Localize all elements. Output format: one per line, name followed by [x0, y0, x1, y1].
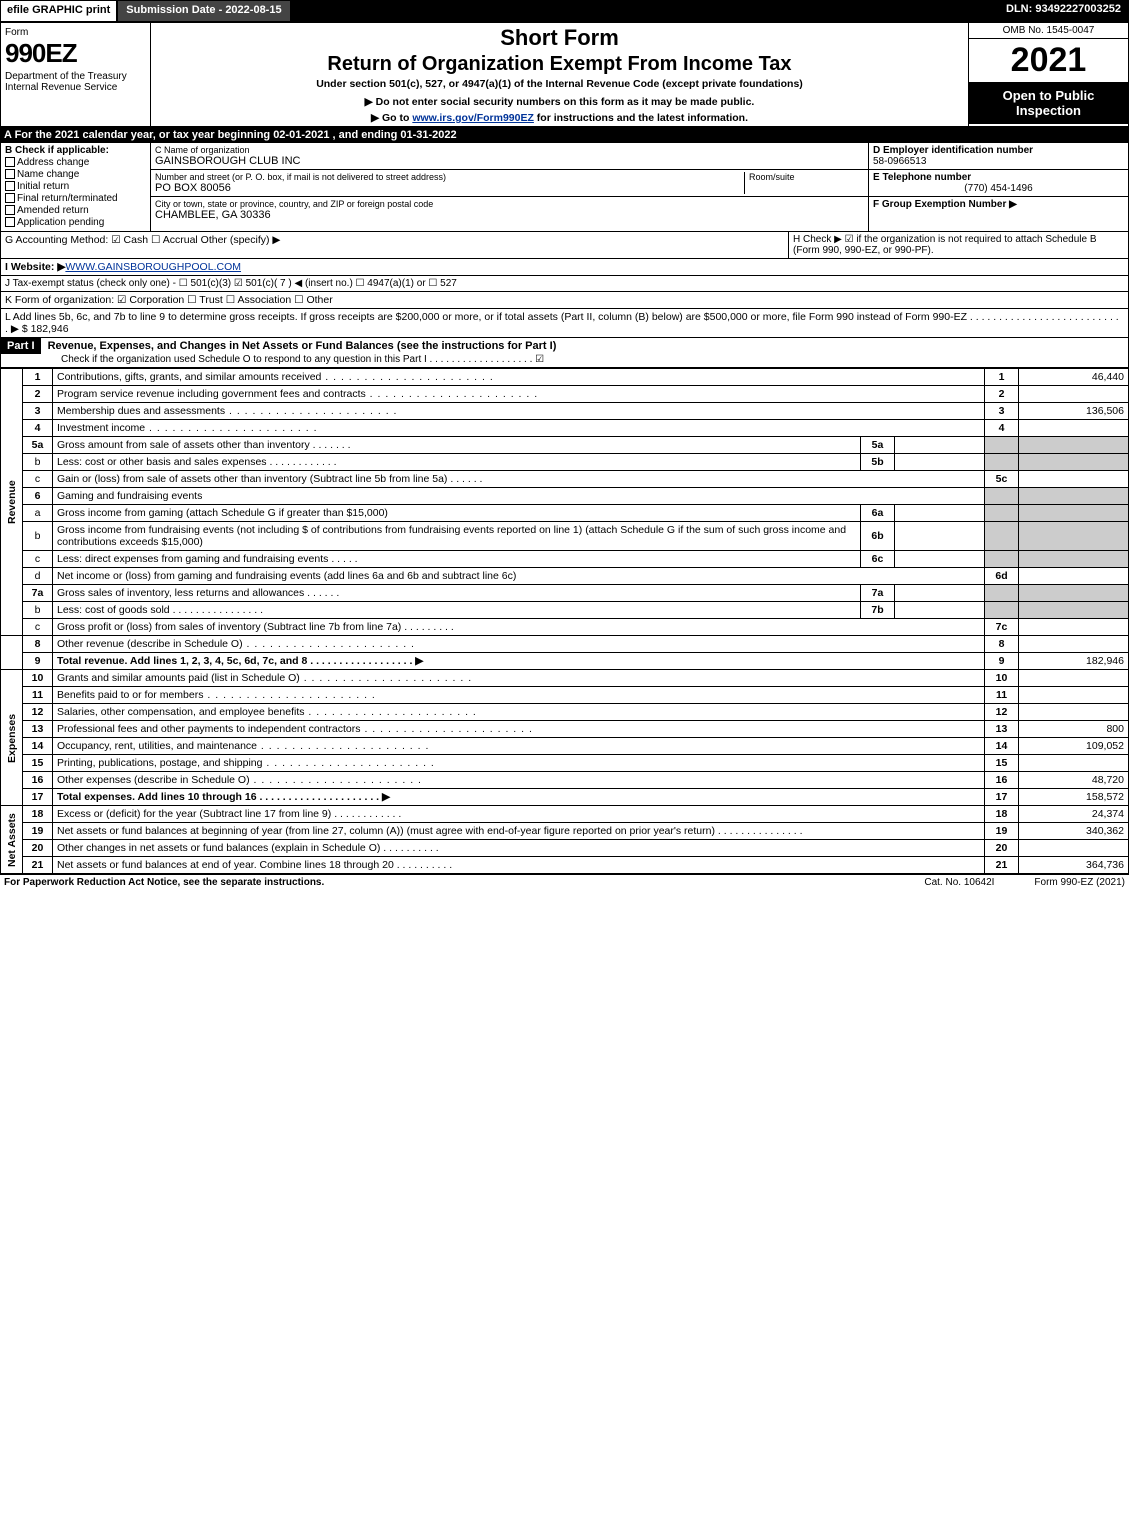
- line-6b: Gross income from fundraising events (no…: [53, 522, 861, 551]
- chk-name[interactable]: Name change: [5, 169, 146, 180]
- c-city-label: City or town, state or province, country…: [155, 199, 864, 209]
- org-address: PO BOX 80056: [155, 182, 744, 194]
- chk-initial[interactable]: Initial return: [5, 181, 146, 192]
- line-5c: Gain or (loss) from sale of assets other…: [53, 471, 985, 488]
- submission-date: Submission Date - 2022-08-15: [117, 0, 290, 22]
- line-6: Gaming and fundraising events: [53, 488, 985, 505]
- line-a: A For the 2021 calendar year, or tax yea…: [0, 127, 1129, 143]
- line-4: Investment income: [53, 420, 985, 437]
- val-1: 46,440: [1019, 369, 1129, 386]
- line-15: Printing, publications, postage, and shi…: [53, 755, 985, 772]
- line-13: Professional fees and other payments to …: [53, 721, 985, 738]
- phone: (770) 454-1496: [873, 183, 1124, 194]
- line-5b: Less: cost or other basis and sales expe…: [53, 454, 861, 471]
- line-1: Contributions, gifts, grants, and simila…: [53, 369, 985, 386]
- side-net: Net Assets: [1, 806, 23, 874]
- line-3: Membership dues and assessments: [53, 403, 985, 420]
- lines-table: Revenue 1Contributions, gifts, grants, a…: [0, 368, 1129, 874]
- dept-label: Department of the Treasury Internal Reve…: [5, 71, 146, 93]
- part1-bar: Part I: [1, 338, 41, 354]
- org-city: CHAMBLEE, GA 30336: [155, 209, 864, 221]
- d-label: D Employer identification number: [873, 145, 1033, 156]
- line-h: H Check ▶ ☑ if the organization is not r…: [788, 232, 1128, 258]
- part1-title: Revenue, Expenses, and Changes in Net As…: [44, 338, 561, 354]
- b-label: B Check if applicable:: [5, 145, 146, 156]
- line-16: Other expenses (describe in Schedule O): [53, 772, 985, 789]
- line-6a: Gross income from gaming (attach Schedul…: [53, 505, 861, 522]
- line-6d: Net income or (loss) from gaming and fun…: [53, 568, 985, 585]
- form-subtitle: Under section 501(c), 527, or 4947(a)(1)…: [157, 78, 962, 90]
- line-9: Total revenue. Add lines 1, 2, 3, 4, 5c,…: [53, 653, 985, 670]
- line-6c: Less: direct expenses from gaming and fu…: [53, 551, 861, 568]
- form-number: 990EZ: [5, 38, 146, 69]
- tax-year: 2021: [969, 39, 1128, 82]
- line-18: Excess or (deficit) for the year (Subtra…: [53, 806, 985, 823]
- omb-number: OMB No. 1545-0047: [969, 23, 1128, 39]
- line-12: Salaries, other compensation, and employ…: [53, 704, 985, 721]
- chk-final[interactable]: Final return/terminated: [5, 193, 146, 204]
- form-label: Form: [5, 27, 146, 38]
- section-bcdef: B Check if applicable: Address change Na…: [0, 143, 1129, 232]
- side-expenses: Expenses: [1, 670, 23, 806]
- line-8: Other revenue (describe in Schedule O): [53, 636, 985, 653]
- line-7a: Gross sales of inventory, less returns a…: [53, 585, 861, 602]
- footer-left: For Paperwork Reduction Act Notice, see …: [4, 877, 884, 888]
- c-addr-label: Number and street (or P. O. box, if mail…: [155, 172, 744, 182]
- line-21: Net assets or fund balances at end of ye…: [53, 857, 985, 874]
- note-link: ▶ Go to www.irs.gov/Form990EZ for instru…: [157, 112, 962, 124]
- f-label: F Group Exemption Number ▶: [873, 199, 1017, 210]
- col-b: B Check if applicable: Address change Na…: [1, 143, 151, 231]
- line-i: I Website: ▶WWW.GAINSBOROUGHPOOL.COM: [0, 259, 1129, 276]
- ein: 58-0966513: [873, 156, 926, 167]
- chk-address[interactable]: Address change: [5, 157, 146, 168]
- efile-label: efile GRAPHIC print: [0, 0, 117, 22]
- line-17: Total expenses. Add lines 10 through 16 …: [53, 789, 985, 806]
- line-11: Benefits paid to or for members: [53, 687, 985, 704]
- part1-header: Part I Revenue, Expenses, and Changes in…: [0, 338, 1129, 368]
- form-title: Return of Organization Exempt From Incom…: [157, 53, 962, 76]
- line-j: J Tax-exempt status (check only one) - ☐…: [0, 276, 1129, 292]
- top-bar: efile GRAPHIC print Submission Date - 20…: [0, 0, 1129, 22]
- dln: DLN: 93492227003252: [998, 0, 1129, 22]
- irs-link[interactable]: www.irs.gov/Form990EZ: [412, 112, 534, 124]
- line-5a: Gross amount from sale of assets other t…: [53, 437, 861, 454]
- e-label: E Telephone number: [873, 172, 971, 183]
- line-19: Net assets or fund balances at beginning…: [53, 823, 985, 840]
- open-inspection: Open to Public Inspection: [969, 82, 1128, 124]
- line-k: K Form of organization: ☑ Corporation ☐ …: [0, 292, 1129, 309]
- footer: For Paperwork Reduction Act Notice, see …: [0, 874, 1129, 890]
- line-7b: Less: cost of goods sold . . . . . . . .…: [53, 602, 861, 619]
- line-g-h: G Accounting Method: ☑ Cash ☐ Accrual Ot…: [0, 232, 1129, 259]
- footer-cat: Cat. No. 10642I: [924, 877, 994, 888]
- note-ssn: ▶ Do not enter social security numbers o…: [157, 96, 962, 108]
- line-g: G Accounting Method: ☑ Cash ☐ Accrual Ot…: [5, 234, 780, 256]
- chk-pending[interactable]: Application pending: [5, 217, 146, 228]
- c-name-label: C Name of organization: [155, 145, 864, 155]
- side-revenue: Revenue: [1, 369, 23, 636]
- line-10: Grants and similar amounts paid (list in…: [53, 670, 985, 687]
- chk-amended[interactable]: Amended return: [5, 205, 146, 216]
- part1-sub: Check if the organization used Schedule …: [1, 354, 1128, 367]
- line-7c: Gross profit or (loss) from sales of inv…: [53, 619, 985, 636]
- org-name: GAINSBOROUGH CLUB INC: [155, 155, 864, 167]
- line-l: L Add lines 5b, 6c, and 7b to line 9 to …: [0, 309, 1129, 338]
- line-20: Other changes in net assets or fund bala…: [53, 840, 985, 857]
- line-2: Program service revenue including govern…: [53, 386, 985, 403]
- footer-right: Form 990-EZ (2021): [1034, 877, 1125, 888]
- room-label: Room/suite: [749, 172, 864, 182]
- website-link[interactable]: WWW.GAINSBOROUGHPOOL.COM: [65, 261, 241, 273]
- short-form-title: Short Form: [157, 25, 962, 51]
- line-14: Occupancy, rent, utilities, and maintena…: [53, 738, 985, 755]
- form-header: Form 990EZ Department of the Treasury In…: [0, 22, 1129, 127]
